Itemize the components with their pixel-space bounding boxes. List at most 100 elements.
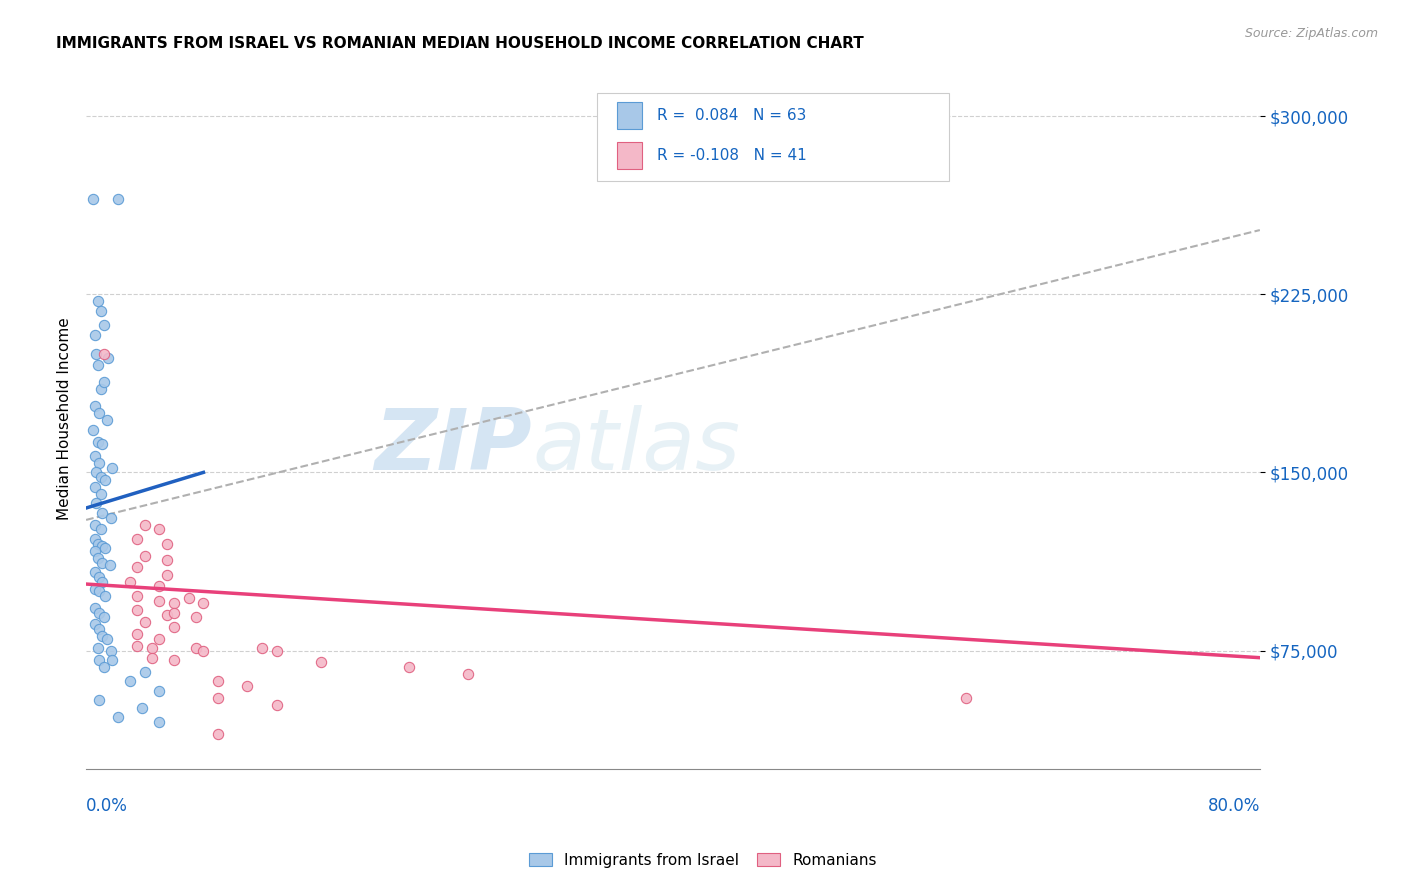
Point xyxy=(120,674,142,689)
Point xyxy=(97,351,120,366)
Point xyxy=(90,303,112,318)
Point xyxy=(86,496,108,510)
Point xyxy=(148,714,170,729)
Point xyxy=(156,567,179,582)
Point xyxy=(93,346,115,360)
Point xyxy=(83,517,105,532)
Point xyxy=(163,606,186,620)
Point xyxy=(96,632,118,646)
Point xyxy=(83,532,105,546)
Point xyxy=(266,698,288,713)
Text: atlas: atlas xyxy=(531,406,740,489)
Point xyxy=(127,627,149,641)
Point xyxy=(193,643,215,657)
Text: Source: ZipAtlas.com: Source: ZipAtlas.com xyxy=(1244,27,1378,40)
Text: R =  0.084   N = 63: R = 0.084 N = 63 xyxy=(657,108,806,123)
Text: 80.0%: 80.0% xyxy=(1208,797,1260,815)
Point xyxy=(101,653,124,667)
Point xyxy=(87,536,110,550)
Text: ZIP: ZIP xyxy=(374,406,531,489)
Point xyxy=(236,679,259,693)
Point xyxy=(91,539,114,553)
Point xyxy=(83,480,105,494)
Point xyxy=(83,617,105,632)
Point xyxy=(101,460,124,475)
Point xyxy=(266,643,288,657)
Point xyxy=(86,466,108,480)
Point xyxy=(90,470,112,484)
Text: 0.0%: 0.0% xyxy=(86,797,128,815)
Point xyxy=(207,691,229,706)
Point xyxy=(177,591,200,606)
Point xyxy=(82,423,104,437)
Point xyxy=(457,667,479,681)
Point xyxy=(89,622,111,636)
Point xyxy=(148,593,170,607)
Point xyxy=(163,620,186,634)
Text: R = -0.108   N = 41: R = -0.108 N = 41 xyxy=(657,148,806,163)
Point xyxy=(156,536,179,550)
Point xyxy=(83,543,105,558)
Point xyxy=(127,560,149,574)
Point xyxy=(94,473,117,487)
Point xyxy=(93,660,115,674)
Point xyxy=(89,693,111,707)
Point xyxy=(82,192,104,206)
Point xyxy=(93,610,115,624)
Point xyxy=(163,596,186,610)
Point xyxy=(93,318,115,332)
Point xyxy=(156,553,179,567)
Point xyxy=(163,653,186,667)
Point xyxy=(134,665,156,679)
Point xyxy=(134,615,156,629)
Point xyxy=(83,327,105,342)
Point xyxy=(91,629,114,643)
Point xyxy=(148,579,170,593)
Point xyxy=(87,359,110,373)
Point xyxy=(131,700,153,714)
Point xyxy=(89,406,111,420)
FancyBboxPatch shape xyxy=(617,103,643,128)
Point xyxy=(127,589,149,603)
Point xyxy=(87,434,110,449)
Point xyxy=(94,589,117,603)
Point xyxy=(96,413,118,427)
Point xyxy=(309,656,332,670)
Point xyxy=(134,549,156,563)
Point xyxy=(127,639,149,653)
Point xyxy=(83,600,105,615)
Point xyxy=(141,650,163,665)
Point xyxy=(91,437,114,451)
Point xyxy=(127,603,149,617)
Y-axis label: Median Household Income: Median Household Income xyxy=(58,318,72,520)
Point xyxy=(120,574,142,589)
Point xyxy=(141,641,163,656)
Point xyxy=(98,558,121,572)
Point xyxy=(90,523,112,537)
Legend: Immigrants from Israel, Romanians: Immigrants from Israel, Romanians xyxy=(522,845,884,875)
Point xyxy=(89,456,111,470)
Point xyxy=(91,506,114,520)
Point xyxy=(93,375,115,389)
Point xyxy=(100,510,122,524)
Point xyxy=(134,517,156,532)
Point xyxy=(87,294,110,309)
Point xyxy=(955,691,977,706)
Point xyxy=(107,710,129,724)
Point xyxy=(89,584,111,599)
Point xyxy=(91,556,114,570)
Point xyxy=(184,610,207,624)
Point xyxy=(87,550,110,565)
Point xyxy=(90,382,112,396)
Point xyxy=(100,643,122,657)
Point xyxy=(107,192,129,206)
Point xyxy=(156,607,179,622)
Point xyxy=(89,653,111,667)
Point xyxy=(127,532,149,546)
Point xyxy=(207,727,229,741)
Point xyxy=(83,582,105,596)
Point xyxy=(94,541,117,556)
Point xyxy=(89,606,111,620)
Point xyxy=(193,596,215,610)
Point xyxy=(91,574,114,589)
